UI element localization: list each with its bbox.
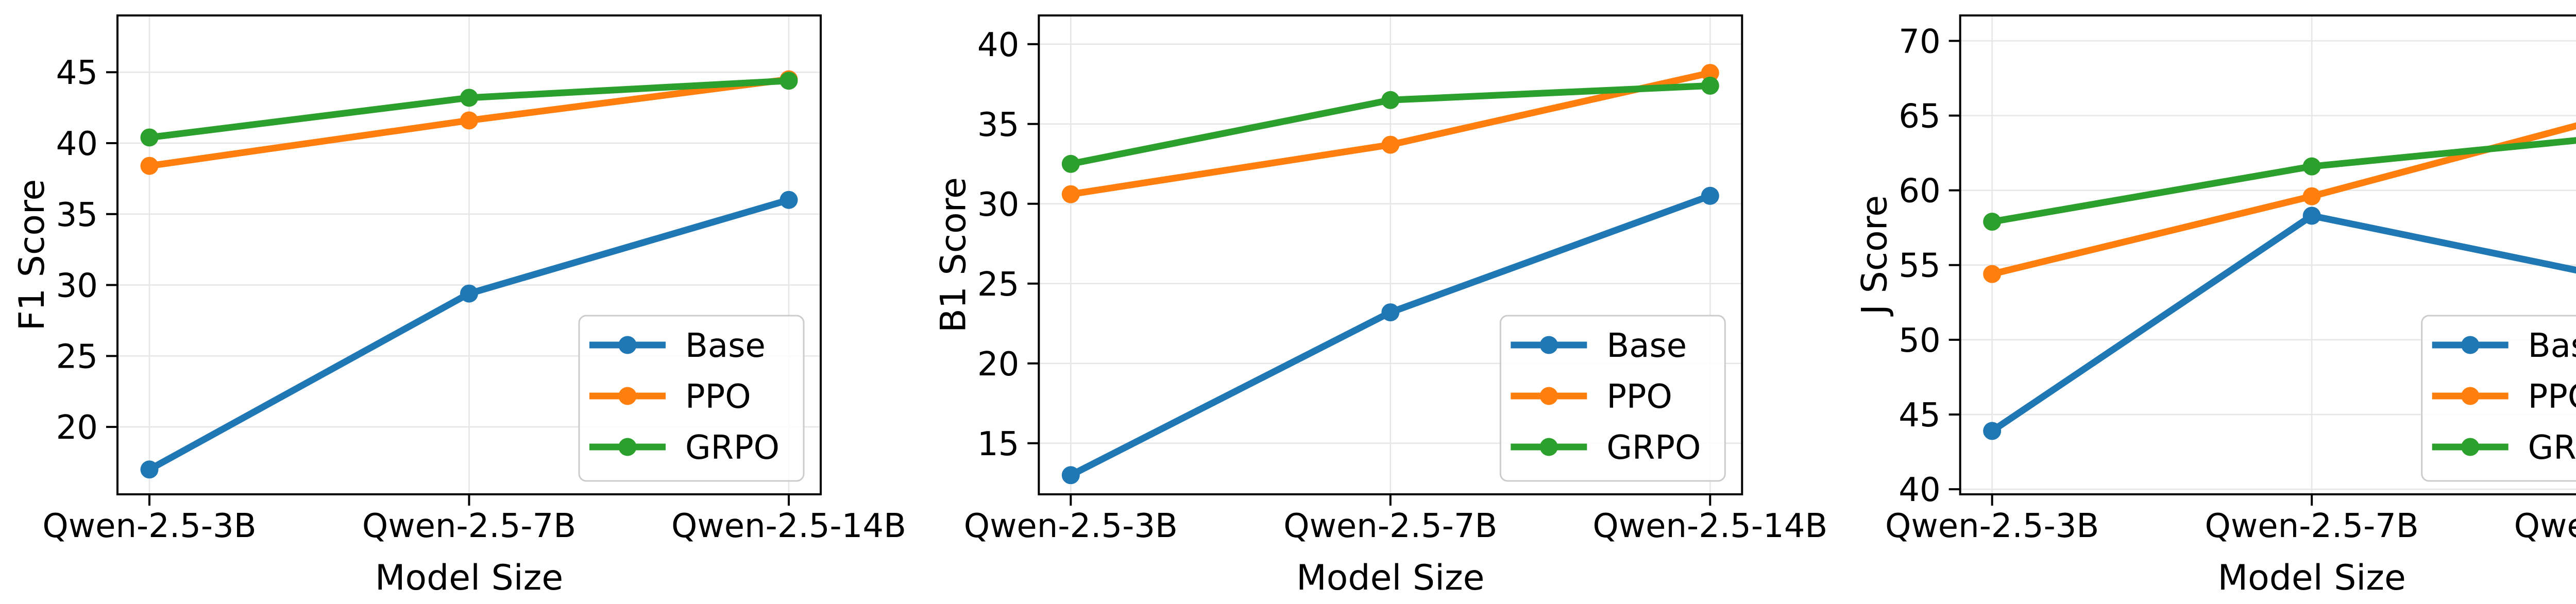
legend-swatch-marker-base	[2461, 336, 2480, 354]
data-point-base-Qwen-2.5-7B	[460, 284, 478, 303]
ticks	[106, 71, 790, 506]
data-point-base-Qwen-2.5-7B	[1381, 303, 1400, 322]
legend-label-grpo: GRPO	[685, 429, 779, 467]
x-tick-label: Qwen-2.5-14B	[1592, 507, 1827, 545]
legend-swatch-marker-base	[618, 336, 637, 354]
data-point-ppo-Qwen-2.5-3B	[1983, 265, 2002, 283]
legend: Base PPO GRPO	[2421, 315, 2576, 482]
data-point-base-Qwen-2.5-3B	[1983, 422, 2002, 440]
legend-swatch-marker-base	[1539, 336, 1558, 354]
x-tick-label: Qwen-2.5-3B	[42, 507, 256, 545]
legend-swatch-marker-ppo	[618, 387, 637, 405]
ticks	[1027, 43, 1711, 506]
legend-box	[578, 315, 805, 482]
legend-label-base: Base	[685, 327, 766, 365]
y-tick-label: 70	[1899, 23, 1940, 61]
chart-panel-j-score: 40 45 50 55 60 65 70 Qwen-2.5-3B Qwen-2.5-7B Qwen…	[1855, 14, 2576, 598]
y-tick-label: 40	[56, 125, 98, 163]
legend-label-base: Base	[1606, 327, 1687, 365]
y-tick-label: 45	[56, 54, 98, 92]
y-axis-label: B1 Score	[933, 177, 974, 333]
y-tick-label: 65	[1899, 97, 1940, 135]
data-point-base-Qwen-2.5-14B	[1701, 186, 1719, 205]
chart-panel-b1-score: 15 20 25 30 35 40 Qwen-2.5-3B Qwen-2.5-7B Qwen-2…	[933, 14, 1827, 598]
data-point-ppo-Qwen-2.5-7B	[460, 111, 478, 130]
y-tick-label: 25	[56, 338, 98, 376]
y-tick-label: 25	[977, 266, 1019, 304]
data-point-grpo-Qwen-2.5-7B	[460, 89, 478, 107]
legend-label-grpo: GRPO	[1606, 429, 1701, 467]
legend-swatch-marker-grpo	[618, 438, 637, 456]
x-tick-label: Qwen-2.5-14B	[2514, 507, 2576, 545]
legend-swatch-marker-ppo	[2461, 387, 2480, 405]
y-tick-label: 45	[1899, 396, 1940, 435]
x-tick-label: Qwen-2.5-14B	[671, 507, 906, 545]
y-tick-label: 20	[977, 346, 1019, 384]
legend-label-ppo: PPO	[1606, 378, 1672, 416]
legend: Base PPO GRPO	[578, 315, 805, 482]
legend-swatch-marker-grpo	[2461, 438, 2480, 456]
legend: Base PPO GRPO	[1499, 315, 1726, 482]
data-point-ppo-Qwen-2.5-3B	[1061, 185, 1080, 203]
legend-label-ppo: PPO	[2528, 378, 2576, 416]
y-tick-label: 15	[977, 425, 1019, 463]
legend-label-ppo: PPO	[685, 378, 751, 416]
legend-swatch-marker-ppo	[1539, 387, 1558, 405]
data-point-base-Qwen-2.5-3B	[140, 460, 159, 479]
data-point-grpo-Qwen-2.5-3B	[1983, 213, 2002, 231]
axis-frame	[1959, 14, 2576, 495]
data-point-grpo-Qwen-2.5-14B	[779, 72, 798, 90]
y-tick-label: 40	[977, 26, 1019, 64]
ticks	[1948, 40, 2313, 506]
data-point-ppo-Qwen-2.5-7B	[1381, 135, 1400, 154]
y-tick-label: 50	[1899, 322, 1940, 360]
y-axis-label: J Score	[1855, 195, 1895, 317]
legend-label-grpo: GRPO	[2528, 429, 2576, 467]
data-point-ppo-Qwen-2.5-14B	[1701, 64, 1719, 82]
y-tick-label: 30	[56, 267, 98, 305]
y-tick-label: 30	[977, 186, 1019, 224]
data-point-ppo-Qwen-2.5-3B	[140, 157, 159, 175]
legend-box	[1499, 315, 1726, 482]
chart-panel-f1-score: 20 25 30 35 40 45 Qwen-2.5-3B Qwen-2.5-7B Qwen-2…	[12, 14, 906, 598]
y-tick-label: 60	[1899, 172, 1940, 211]
y-axis-label: F1 Score	[12, 179, 53, 331]
data-point-base-Qwen-2.5-3B	[1061, 466, 1080, 485]
data-point-grpo-Qwen-2.5-7B	[2302, 157, 2321, 176]
x-axis-label: Model Size	[375, 558, 563, 598]
y-tick-label: 55	[1899, 247, 1940, 285]
axis-frame	[116, 14, 822, 495]
x-axis-label: Model Size	[1296, 558, 1484, 598]
y-tick-label: 40	[1899, 471, 1940, 509]
x-tick-label: Qwen-2.5-7B	[1283, 507, 1497, 545]
x-axis-label: Model Size	[2217, 558, 2405, 598]
axis-frame	[1038, 14, 1743, 495]
data-point-grpo-Qwen-2.5-7B	[1381, 91, 1400, 109]
x-tick-label: Qwen-2.5-7B	[2205, 507, 2419, 545]
legend-label-base: Base	[2528, 327, 2576, 365]
y-tick-label: 35	[56, 196, 98, 234]
y-tick-label: 20	[56, 409, 98, 447]
x-tick-label: Qwen-2.5-3B	[1885, 507, 2099, 545]
y-tick-label: 35	[977, 106, 1019, 144]
data-point-grpo-Qwen-2.5-3B	[140, 128, 159, 147]
legend-swatch-marker-grpo	[1539, 438, 1558, 456]
x-tick-label: Qwen-2.5-7B	[362, 507, 576, 545]
data-point-grpo-Qwen-2.5-3B	[1061, 154, 1080, 173]
x-tick-label: Qwen-2.5-3B	[964, 507, 1178, 545]
data-point-grpo-Qwen-2.5-14B	[1701, 76, 1719, 95]
data-point-base-Qwen-2.5-14B	[779, 191, 798, 209]
data-point-base-Qwen-2.5-7B	[2302, 206, 2321, 225]
data-point-ppo-Qwen-2.5-7B	[2302, 187, 2321, 205]
